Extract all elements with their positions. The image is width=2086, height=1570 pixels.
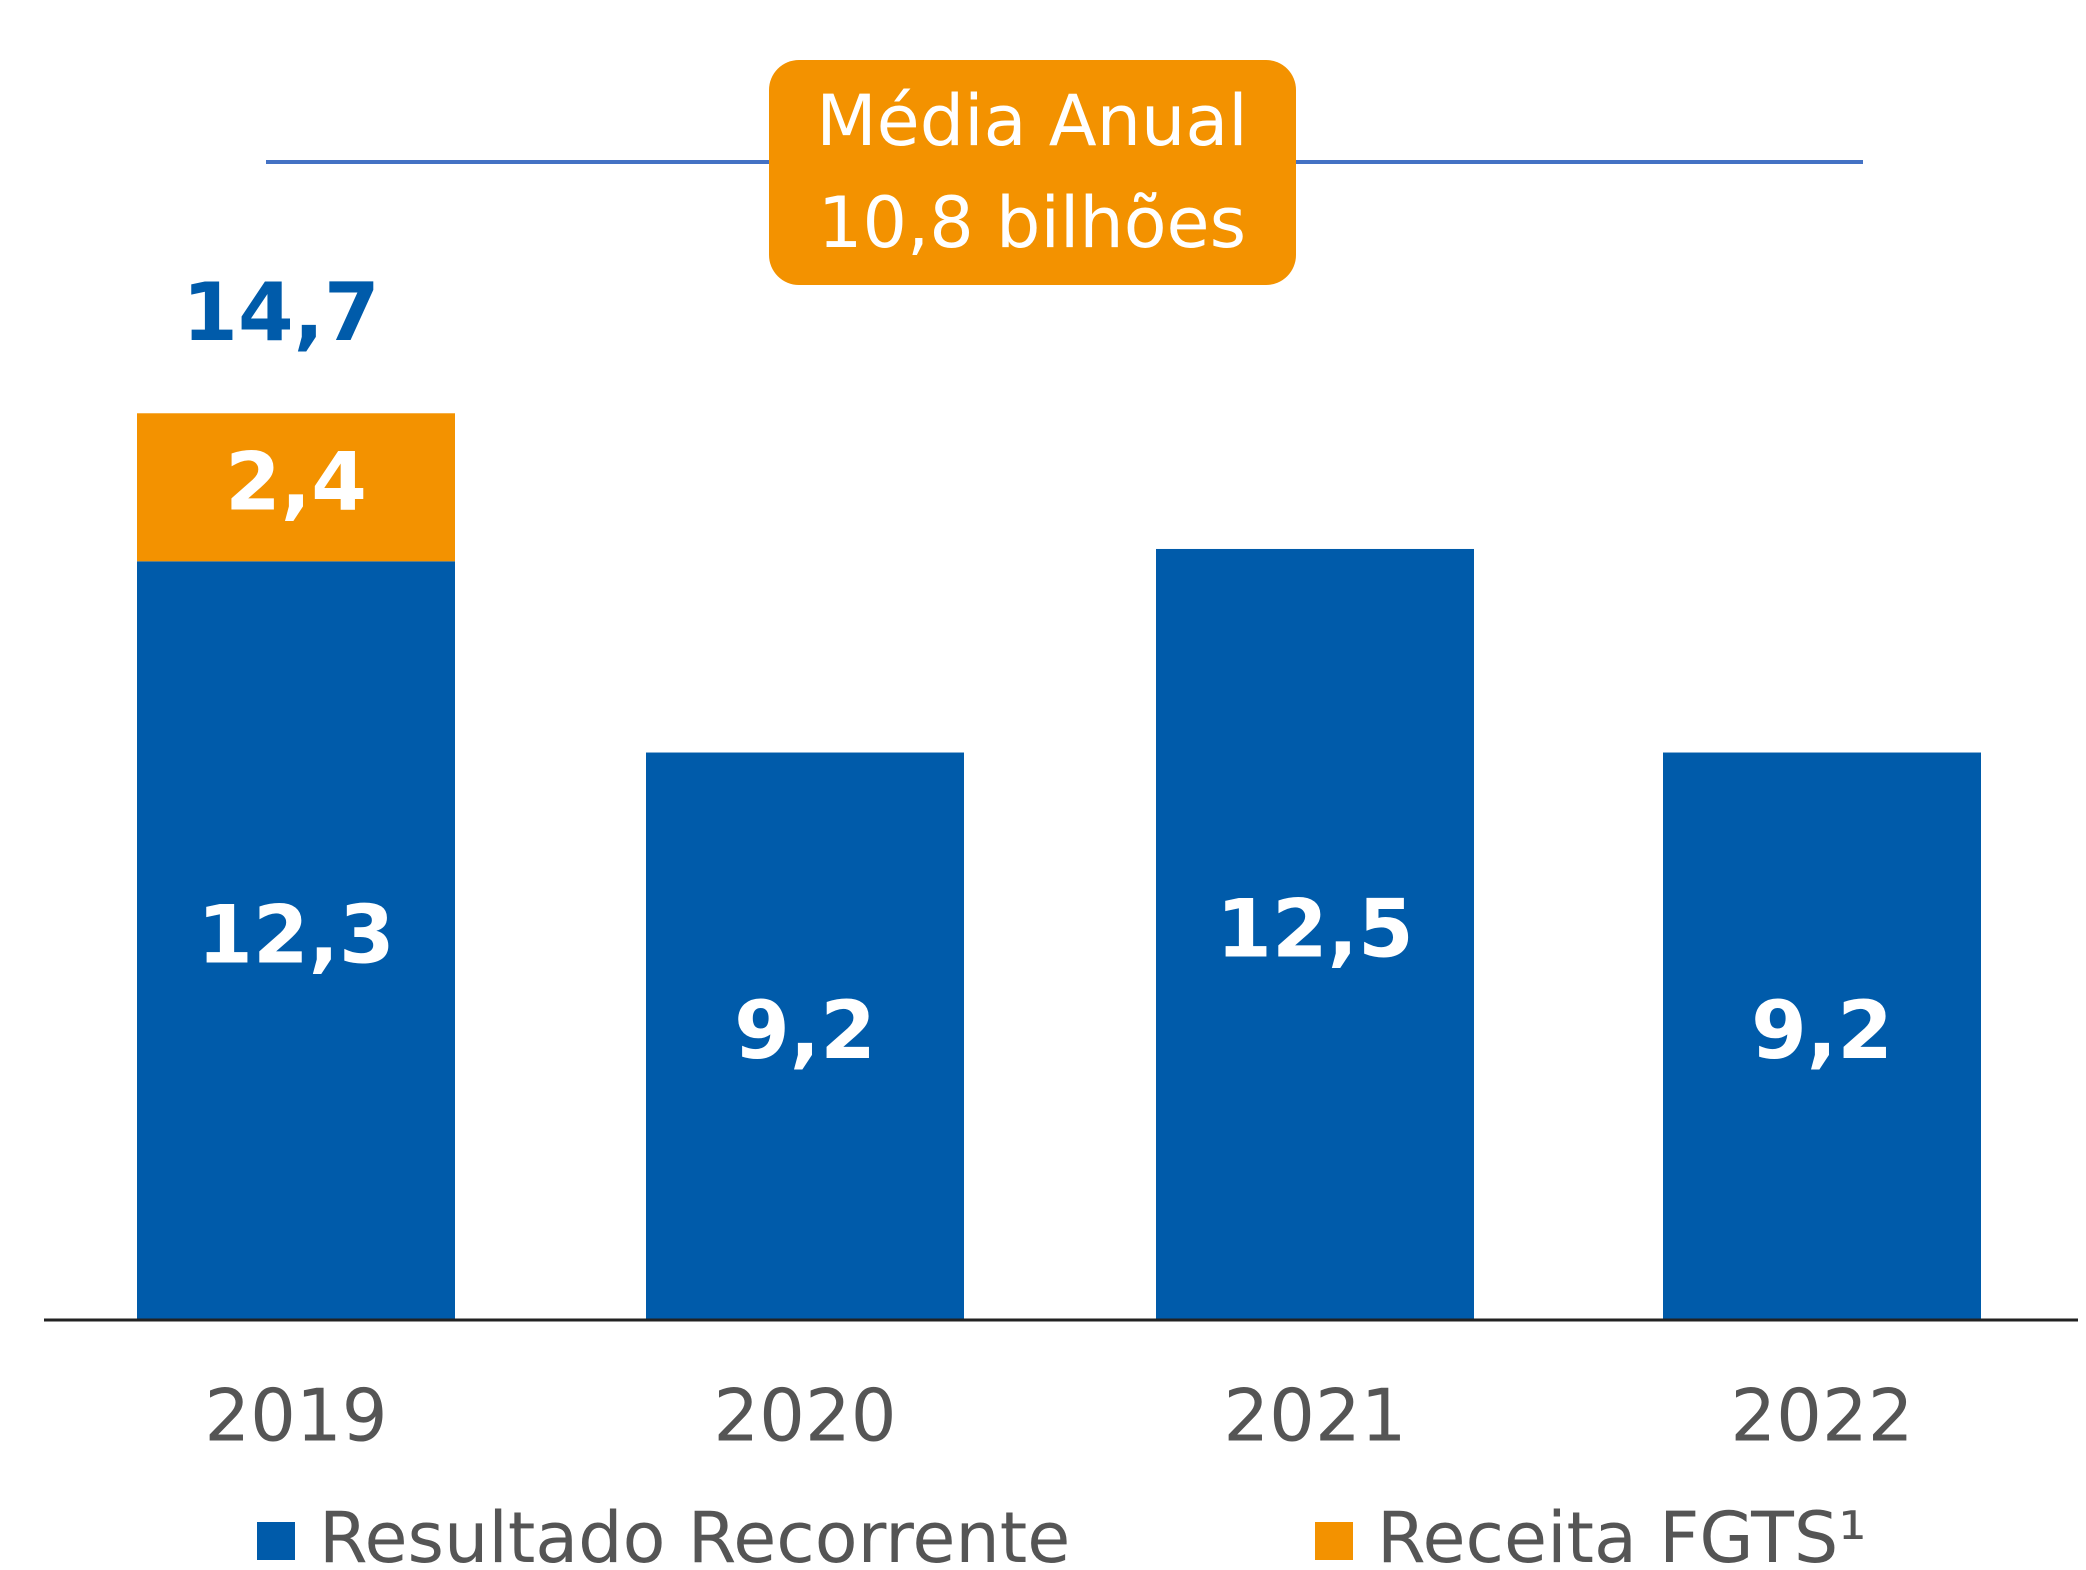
bar-segment [137, 413, 455, 562]
value-label: 12,5 [1216, 882, 1413, 975]
total-label: 14,7 [182, 266, 379, 359]
legend-swatch [257, 1522, 295, 1560]
x-tick-label: 2020 [713, 1374, 896, 1458]
legend-label: Resultado Recorrente [319, 1497, 1070, 1570]
x-tick-label: 2021 [1223, 1374, 1406, 1458]
value-label: 12,3 [197, 889, 394, 982]
annotation-text: 10,8 bilhões [818, 182, 1246, 264]
bar-segment [1156, 548, 1474, 1320]
value-label: 9,2 [1751, 984, 1893, 1077]
bar-segment [1663, 752, 1981, 1320]
bar-segment [646, 752, 964, 1320]
legend-swatch [1315, 1522, 1353, 1560]
annotation-box [769, 60, 1296, 285]
legend-label: Receita FGTS¹ [1377, 1497, 1866, 1570]
annotation-text: Média Anual [816, 80, 1247, 162]
value-label: 9,2 [734, 984, 876, 1077]
x-tick-label: 2019 [204, 1374, 387, 1458]
value-label: 2,4 [225, 435, 367, 528]
bar-segment [137, 561, 455, 1320]
x-tick-label: 2022 [1730, 1374, 1913, 1458]
